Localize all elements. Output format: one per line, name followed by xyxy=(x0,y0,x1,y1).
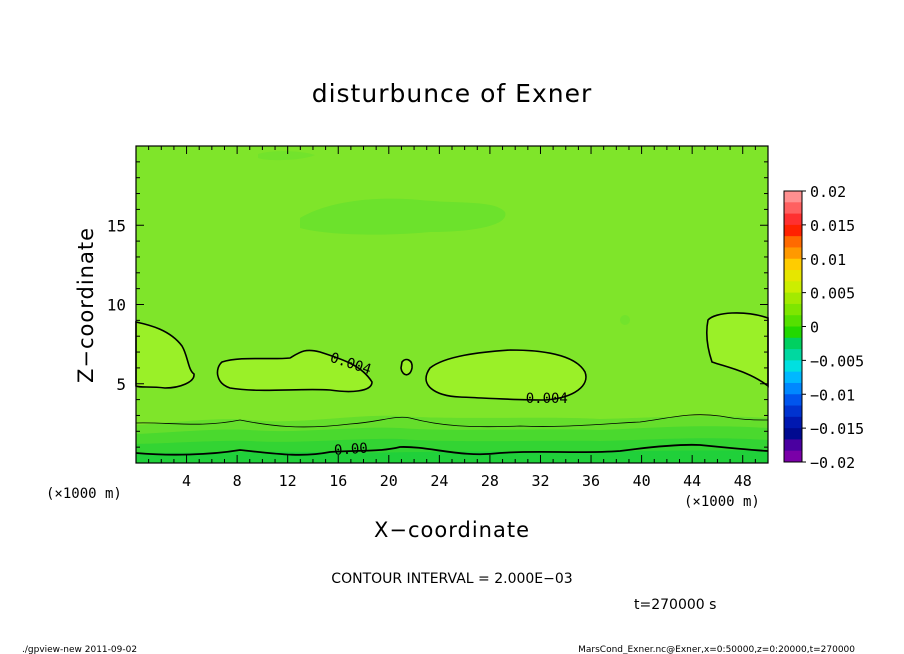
colorbar-swatch xyxy=(784,315,802,327)
x-tick-label: 40 xyxy=(633,472,651,490)
x-axis-label: X−coordinate xyxy=(374,518,530,542)
colorbar-swatch xyxy=(784,213,802,226)
colorbar-swatch xyxy=(784,428,802,440)
colorbar-swatch xyxy=(784,337,802,350)
colorbar-swatch xyxy=(784,382,802,395)
contour-thin xyxy=(135,414,769,428)
colorbar-label: −0.005 xyxy=(810,352,864,370)
colorbar-swatch xyxy=(784,236,802,248)
colorbar-label: 0.02 xyxy=(810,183,846,201)
x-tick-label: 8 xyxy=(233,472,242,490)
positive-patch-right xyxy=(705,312,769,388)
top-blob xyxy=(258,151,315,161)
x-tick-label: 16 xyxy=(329,472,347,490)
colorbar-label: −0.01 xyxy=(810,386,855,404)
colorbar-swatch xyxy=(784,224,802,237)
field-background xyxy=(136,146,768,463)
colorbar-swatch xyxy=(784,303,802,316)
footer-left: ./gpview-new 2011-09-02 xyxy=(22,645,137,654)
x-tick-label: 44 xyxy=(683,472,701,490)
colorbar-swatch xyxy=(784,270,802,282)
colorbar-swatch xyxy=(784,360,802,373)
contour-label: 0.004 xyxy=(526,391,568,407)
x-tick-label: 12 xyxy=(279,472,297,490)
colorbar-label: 0.01 xyxy=(810,251,846,269)
colorbar-label: −0.015 xyxy=(810,420,864,438)
colorbar-swatch xyxy=(784,247,802,260)
colorbar-swatch xyxy=(784,202,802,215)
x-unit-label: (×1000 m) xyxy=(684,494,760,510)
x-tick-label: 4 xyxy=(182,472,191,490)
x-tick-label: 20 xyxy=(380,472,398,490)
colorbar-swatch xyxy=(784,191,802,203)
colorbar-swatch xyxy=(784,439,802,452)
contour-interval-text: CONTOUR INTERVAL = 2.000E−03 xyxy=(331,571,572,587)
y-tick-label: 5 xyxy=(116,375,126,394)
positive-patch-left xyxy=(135,321,195,389)
positive-patch-mid-left xyxy=(216,349,373,393)
y-axis-label: Z−coordinate xyxy=(74,227,98,383)
colorbar-swatch xyxy=(784,258,802,271)
contour-label: 0.00 xyxy=(334,441,369,459)
colorbar-label: −0.02 xyxy=(810,454,855,472)
y-unit-label: (×1000 m) xyxy=(46,486,122,502)
upper-blob xyxy=(300,198,506,235)
colorbar-label: 0.005 xyxy=(810,285,855,303)
colorbar-swatch xyxy=(784,349,802,361)
colorbar-swatch xyxy=(784,394,802,407)
colorbar-swatch xyxy=(784,371,802,384)
colorbar-swatch xyxy=(784,281,802,294)
chart-title: disturbunce of Exner xyxy=(312,79,593,108)
x-tick-label: 48 xyxy=(734,472,752,490)
colorbar-swatch xyxy=(784,292,802,305)
x-tick-label: 32 xyxy=(531,472,549,490)
colorbar-swatch xyxy=(784,416,802,429)
x-tick-label: 36 xyxy=(582,472,600,490)
contour-thick xyxy=(135,443,769,456)
colorbar: 0.02 0.015 0.01 0.005 0 −0.005 −0.01 −0.015 −0.0… xyxy=(783,183,864,472)
x-tick-label: 24 xyxy=(430,472,448,490)
colorbar-label: 0.015 xyxy=(810,217,855,235)
small-blob xyxy=(620,315,630,325)
positive-patch-small xyxy=(400,358,413,376)
y-tick-label: 15 xyxy=(107,216,126,235)
colorbar-swatch xyxy=(784,326,802,339)
positive-patch-mid-right xyxy=(425,349,587,401)
y-tick-label: 10 xyxy=(107,296,126,315)
colorbar-swatch xyxy=(784,450,802,463)
colorbar-swatch xyxy=(784,405,802,418)
x-tick-label: 28 xyxy=(481,472,499,490)
time-label: t=270000 s xyxy=(634,597,716,613)
colorbar-label: 0 xyxy=(810,319,819,337)
footer-right: MarsCond_Exner.nc@Exner,x=0:50000,z=0:20… xyxy=(578,645,855,654)
band-low-4 xyxy=(136,450,768,463)
